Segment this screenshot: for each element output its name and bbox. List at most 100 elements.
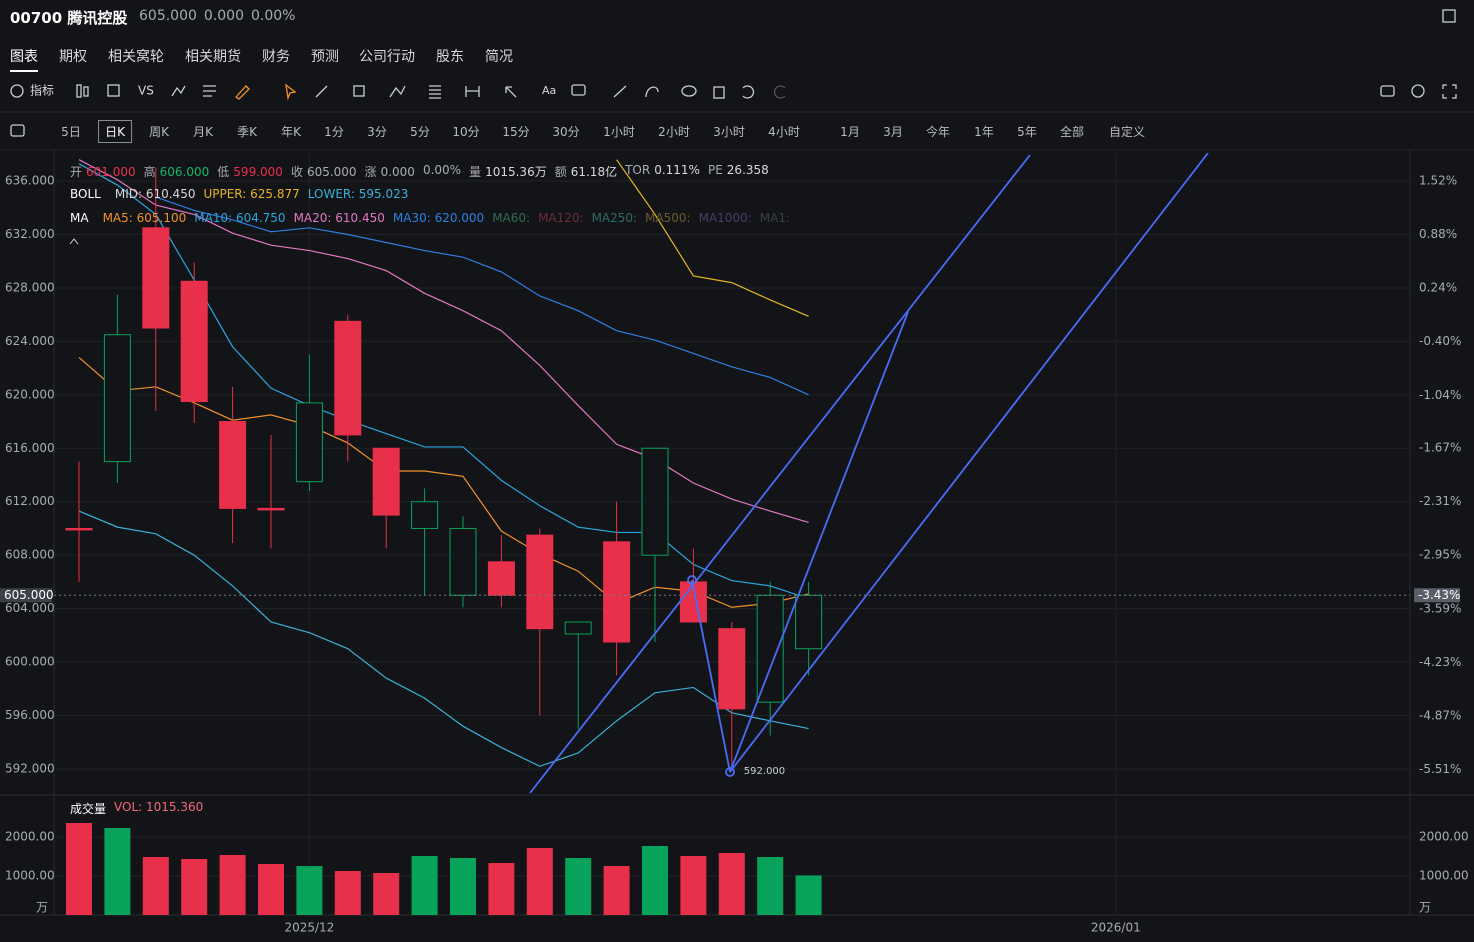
candle-body — [487, 561, 515, 596]
arrow-tool[interactable] — [505, 86, 517, 98]
y-tick-label: 628.000 — [5, 280, 55, 294]
cursor-icon[interactable] — [285, 83, 297, 101]
period[interactable]: 3小时 — [713, 125, 745, 139]
delete-tool[interactable] — [713, 86, 725, 99]
period[interactable]: 5分 — [410, 125, 430, 139]
tab[interactable]: 股东 — [436, 49, 464, 65]
price-tag — [1414, 588, 1460, 603]
brush-tool[interactable] — [613, 85, 627, 98]
period[interactable]: 15分 — [502, 125, 530, 139]
volume-bar — [373, 873, 400, 915]
vol-unit: 万 — [36, 901, 48, 915]
quote-value: 0.00% — [422, 163, 462, 177]
period[interactable]: 5日 — [61, 125, 81, 139]
range[interactable]: 1年 — [974, 125, 994, 139]
tab[interactable]: 相关窝轮 — [108, 49, 164, 65]
legend-item: VOL: 1015.360 — [114, 800, 204, 814]
y2-tick-label: -2.95% — [1419, 548, 1461, 562]
y-tick-label: 600.000 — [5, 655, 55, 669]
candle-body — [718, 628, 746, 710]
fullscreen[interactable] — [1442, 84, 1457, 99]
quote-item: 0.00% — [423, 163, 461, 180]
y2-tick-label: -1.67% — [1419, 441, 1461, 455]
line-tool[interactable] — [315, 85, 328, 98]
ma-legend: MA MA5: 605.100 MA10: 604.750 MA20: 610.450… — [70, 211, 790, 225]
quote-item: 高 606.000 — [144, 163, 210, 180]
period[interactable]: 月K — [193, 125, 213, 139]
rect-tool[interactable] — [353, 85, 365, 97]
y2-tick-label: -5.51% — [1419, 762, 1461, 776]
pattern-tool[interactable] — [389, 85, 406, 98]
period[interactable]: 2小时 — [658, 125, 690, 139]
range[interactable]: 5年 — [1017, 125, 1037, 139]
period[interactable]: 4小时 — [768, 125, 800, 139]
volume-bar — [680, 856, 707, 915]
y-tick-label: 608.000 — [5, 548, 55, 562]
volume-bar — [718, 852, 745, 915]
measure-tool[interactable] — [465, 86, 480, 97]
volume-bar — [142, 857, 169, 915]
compare-icon[interactable] — [171, 85, 186, 97]
period[interactable]: 3分 — [367, 125, 387, 139]
tab[interactable]: 图表 — [10, 46, 38, 72]
volume-bar — [104, 828, 131, 915]
quote-value: 26.358 — [726, 163, 769, 177]
legend-item: MA1000: — [698, 211, 752, 225]
range[interactable]: 1月 — [840, 125, 860, 139]
candle-icon[interactable] — [83, 86, 89, 97]
candle-body — [295, 402, 323, 483]
screenshot[interactable] — [1380, 85, 1395, 97]
list-icon[interactable] — [203, 85, 216, 97]
period[interactable]: 1分 — [324, 125, 344, 139]
volume-legend: 成交量 VOL: 1015.360 — [70, 800, 203, 817]
redo[interactable] — [773, 85, 786, 99]
trend-line — [729, 311, 909, 773]
period[interactable]: 30分 — [552, 125, 580, 139]
tab[interactable]: 公司行动 — [359, 49, 415, 65]
quote-value: 61.18亿 — [570, 165, 618, 179]
toolbar-label[interactable]: VS — [138, 84, 154, 98]
undo[interactable] — [742, 85, 755, 99]
note-tool[interactable] — [571, 84, 586, 96]
candle-icon[interactable] — [76, 84, 82, 98]
shape-icon[interactable] — [107, 84, 120, 97]
range[interactable]: 今年 — [925, 125, 951, 139]
tab[interactable]: 预测 — [311, 49, 339, 65]
quote-value: 605.000 — [306, 165, 357, 179]
range[interactable]: 3月 — [883, 125, 903, 139]
pen-icon[interactable] — [235, 85, 250, 100]
quote-value: 1015.36万 — [485, 165, 547, 179]
visibility-tool[interactable] — [681, 85, 697, 97]
range[interactable]: 自定义 — [1108, 125, 1146, 139]
tab[interactable]: 期权 — [59, 49, 87, 65]
period[interactable]: 周K — [149, 125, 169, 139]
settings[interactable] — [1411, 84, 1425, 98]
period[interactable]: 日K — [98, 120, 132, 143]
quote-item: 开 601.000 — [70, 163, 136, 180]
collapse-icon[interactable] — [69, 238, 79, 245]
indicator-icon[interactable] — [10, 84, 24, 98]
period-icon[interactable] — [10, 124, 25, 137]
period[interactable]: 10分 — [452, 125, 480, 139]
curve-tool[interactable] — [645, 86, 659, 98]
tab[interactable]: 财务 — [262, 49, 290, 65]
price: 605.000 — [139, 8, 197, 24]
quote-label: 额 — [554, 165, 567, 179]
quote-item: 低 599.000 — [217, 163, 283, 180]
y2-tick-label: -0.40% — [1419, 334, 1461, 348]
change-pct: 0.00% — [251, 8, 296, 24]
period[interactable]: 1小时 — [603, 125, 635, 139]
quote-item: 量 1015.36万 — [469, 163, 547, 180]
fib-tool[interactable] — [429, 85, 441, 99]
quote-label: TOR — [625, 163, 651, 177]
tab[interactable]: 相关期货 — [185, 49, 241, 65]
toolbar-label[interactable]: Aa — [542, 84, 556, 97]
period[interactable]: 年K — [281, 125, 301, 139]
range[interactable]: 全部 — [1059, 125, 1085, 139]
toolbar-label[interactable]: 指标 — [30, 83, 54, 98]
low-annotation: 592.000 — [744, 766, 785, 777]
popout[interactable] — [1442, 9, 1456, 23]
tab[interactable]: 简况 — [485, 49, 513, 65]
period[interactable]: 季K — [237, 125, 257, 139]
legend-item: MA10: 604.750 — [194, 211, 286, 225]
